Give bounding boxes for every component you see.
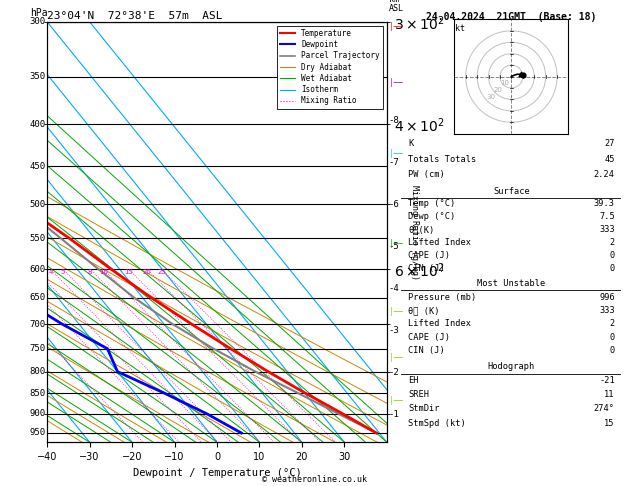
Text: -5: -5 — [389, 242, 399, 251]
Text: 600: 600 — [30, 264, 45, 274]
Text: 2: 2 — [610, 238, 615, 247]
Text: |——: |—— — [389, 397, 403, 405]
Text: 0: 0 — [610, 346, 615, 355]
Text: 800: 800 — [30, 367, 45, 376]
Text: StmDir: StmDir — [408, 404, 440, 414]
Text: 550: 550 — [30, 234, 45, 243]
Text: 27: 27 — [604, 139, 615, 148]
Text: 333: 333 — [599, 225, 615, 234]
Text: 4: 4 — [48, 269, 53, 275]
Text: 996: 996 — [599, 293, 615, 302]
Text: 10: 10 — [500, 80, 509, 87]
Text: 45: 45 — [604, 155, 615, 164]
Text: Surface: Surface — [493, 187, 530, 195]
Text: 700: 700 — [30, 320, 45, 329]
Text: hPa: hPa — [30, 8, 48, 17]
Text: 950: 950 — [30, 429, 45, 437]
Text: 350: 350 — [30, 72, 45, 81]
Text: 850: 850 — [30, 389, 45, 398]
Text: K: K — [408, 139, 413, 148]
Text: 2.24: 2.24 — [594, 170, 615, 179]
Text: -7: -7 — [389, 158, 399, 167]
Text: -8: -8 — [389, 116, 399, 125]
Text: CIN (J): CIN (J) — [408, 346, 445, 355]
Text: 10: 10 — [99, 269, 108, 275]
Text: PW (cm): PW (cm) — [408, 170, 445, 179]
Text: |——: |—— — [389, 22, 403, 31]
Text: 274°: 274° — [594, 404, 615, 414]
Text: Lifted Index: Lifted Index — [408, 319, 471, 329]
Text: |——: |—— — [389, 78, 403, 87]
Text: © weatheronline.co.uk: © weatheronline.co.uk — [262, 474, 367, 484]
Text: 39.3: 39.3 — [594, 199, 615, 208]
Text: θᴄ(K): θᴄ(K) — [408, 225, 434, 234]
Text: -4: -4 — [389, 284, 399, 293]
Text: 400: 400 — [30, 120, 45, 129]
Text: 300: 300 — [30, 17, 45, 26]
Text: Pressure (mb): Pressure (mb) — [408, 293, 476, 302]
Text: -21: -21 — [599, 376, 615, 385]
Text: Lifted Index: Lifted Index — [408, 238, 471, 247]
Text: 11: 11 — [604, 390, 615, 399]
Text: 0: 0 — [610, 251, 615, 260]
Text: 20: 20 — [143, 269, 152, 275]
Text: 750: 750 — [30, 344, 45, 353]
Text: km
ASL: km ASL — [389, 0, 404, 14]
Text: CIN (J): CIN (J) — [408, 264, 445, 273]
Text: EH: EH — [408, 376, 418, 385]
Text: |——: |—— — [389, 149, 403, 157]
Text: |——: |—— — [389, 239, 403, 247]
Text: 25: 25 — [157, 269, 166, 275]
Text: 8: 8 — [88, 269, 92, 275]
Text: 0: 0 — [610, 332, 615, 342]
Text: 333: 333 — [599, 306, 615, 315]
Text: |——: |—— — [389, 353, 403, 362]
Text: StmSpd (kt): StmSpd (kt) — [408, 418, 465, 428]
Text: 2: 2 — [610, 319, 615, 329]
Text: 30: 30 — [486, 94, 495, 100]
Text: -6: -6 — [389, 200, 399, 208]
Text: Dewp (°C): Dewp (°C) — [408, 212, 455, 221]
Text: CAPE (J): CAPE (J) — [408, 251, 450, 260]
Text: Mixing Ratio (g/kg): Mixing Ratio (g/kg) — [409, 185, 418, 279]
Text: Temp (°C): Temp (°C) — [408, 199, 455, 208]
Text: |——: |—— — [389, 307, 403, 315]
Text: 0: 0 — [610, 264, 615, 273]
Text: 900: 900 — [30, 409, 45, 418]
Text: SREH: SREH — [408, 390, 429, 399]
Text: -1: -1 — [389, 410, 399, 418]
X-axis label: Dewpoint / Temperature (°C): Dewpoint / Temperature (°C) — [133, 468, 301, 478]
Text: 5: 5 — [61, 269, 65, 275]
Text: CAPE (J): CAPE (J) — [408, 332, 450, 342]
Legend: Temperature, Dewpoint, Parcel Trajectory, Dry Adiabat, Wet Adiabat, Isotherm, Mi: Temperature, Dewpoint, Parcel Trajectory… — [277, 26, 383, 108]
Text: 24.04.2024  21GMT  (Base: 18): 24.04.2024 21GMT (Base: 18) — [426, 12, 596, 22]
Text: Most Unstable: Most Unstable — [477, 279, 545, 288]
Text: -2: -2 — [389, 367, 399, 377]
Text: θᴄ (K): θᴄ (K) — [408, 306, 440, 315]
Text: 20: 20 — [493, 87, 502, 93]
Text: 7.5: 7.5 — [599, 212, 615, 221]
Text: 500: 500 — [30, 200, 45, 208]
Text: 15: 15 — [124, 269, 133, 275]
Text: 450: 450 — [30, 162, 45, 171]
Text: Hodograph: Hodograph — [487, 362, 535, 371]
Text: 650: 650 — [30, 293, 45, 302]
Text: Totals Totals: Totals Totals — [408, 155, 476, 164]
Text: 15: 15 — [604, 418, 615, 428]
Text: 23°04'N  72°38'E  57m  ASL: 23°04'N 72°38'E 57m ASL — [47, 11, 223, 21]
Text: kt: kt — [455, 24, 465, 33]
Text: -3: -3 — [389, 326, 399, 334]
